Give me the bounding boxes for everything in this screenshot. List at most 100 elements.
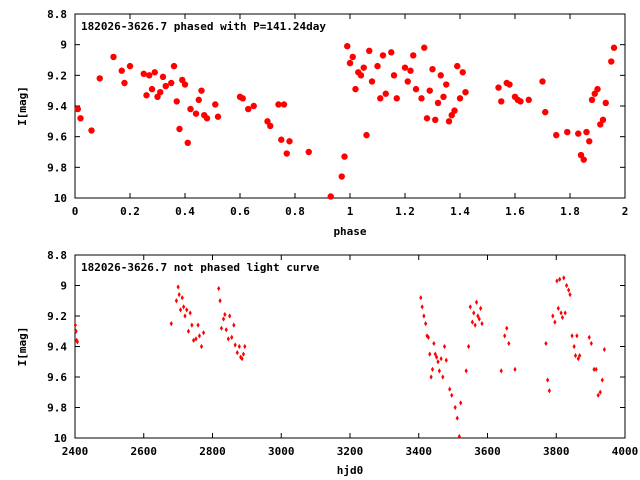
x-tick-label: 0.6	[230, 205, 250, 218]
data-point	[393, 95, 400, 102]
data-point	[77, 115, 84, 122]
data-point	[577, 151, 585, 159]
x-tick-label: 2400	[62, 445, 89, 458]
data-point	[437, 368, 441, 374]
data-point	[177, 292, 181, 298]
data-point	[448, 386, 452, 392]
data-point	[477, 316, 481, 322]
data-point	[377, 95, 384, 102]
data-point	[176, 284, 180, 290]
data-point	[278, 136, 285, 143]
chart-panel-1: 8.8 9 9.2 9.4 9.6 9.8 10 0 0.2 0.4 0.6 0.8 1 1.2 1.4 1.…	[16, 8, 628, 238]
y-tick-label: 8.8	[47, 249, 67, 262]
x-tick-label: 1.2	[395, 205, 415, 218]
data-point	[436, 359, 440, 365]
data-point	[587, 334, 591, 340]
data-point	[240, 356, 244, 362]
data-point	[419, 295, 423, 301]
data-series	[73, 275, 606, 440]
data-point	[214, 113, 222, 120]
data-point	[195, 96, 202, 104]
y-tick-label: 9.4	[47, 341, 67, 354]
data-point	[610, 44, 618, 51]
data-point	[182, 304, 186, 310]
data-point	[457, 433, 461, 440]
data-point	[327, 193, 334, 200]
data-point	[250, 102, 257, 110]
plot-frame	[74, 13, 626, 199]
y-tick-label: 10	[54, 192, 67, 205]
data-point	[219, 325, 224, 331]
data-point	[196, 322, 200, 328]
data-point	[429, 374, 433, 380]
data-point	[575, 130, 582, 137]
data-point	[468, 304, 472, 310]
data-point	[228, 313, 232, 319]
data-point	[555, 278, 559, 284]
y-tick-label: 9.8	[47, 161, 67, 174]
data-point	[426, 87, 433, 94]
data-point	[421, 44, 428, 51]
data-point	[357, 72, 365, 79]
data-point	[360, 64, 367, 71]
data-point	[192, 110, 200, 117]
data-point	[382, 90, 389, 97]
data-point	[73, 322, 77, 328]
data-point	[346, 59, 354, 67]
data-point	[439, 356, 443, 362]
data-point	[506, 81, 513, 88]
data-point	[602, 346, 606, 353]
x-tick-label: 3000	[268, 445, 295, 458]
data-point	[286, 138, 293, 145]
y-tick-label: 9.2	[47, 69, 67, 82]
x-tick-label: 3200	[337, 445, 364, 458]
data-point	[594, 366, 598, 372]
x-axis-label: phase	[333, 225, 366, 238]
y-tick-label: 10	[54, 432, 67, 445]
data-point	[173, 98, 180, 105]
data-point	[570, 333, 574, 339]
data-point	[198, 87, 205, 94]
data-point	[445, 118, 453, 125]
data-point	[562, 275, 566, 281]
data-point	[243, 343, 247, 350]
data-point	[466, 343, 471, 350]
data-point	[401, 64, 409, 71]
data-point	[453, 404, 457, 411]
data-point	[151, 69, 158, 76]
data-point	[596, 392, 600, 398]
data-point	[564, 128, 571, 136]
data-point	[440, 93, 447, 101]
data-point	[197, 333, 202, 339]
data-point	[563, 310, 567, 316]
data-point	[275, 101, 282, 108]
data-point	[498, 98, 505, 105]
data-point	[435, 354, 439, 360]
x-tick-label: 3400	[406, 445, 433, 458]
data-point	[499, 368, 503, 374]
data-point	[558, 276, 562, 282]
data-point	[184, 139, 191, 146]
data-point	[179, 76, 186, 84]
data-point	[423, 115, 431, 122]
data-point	[598, 389, 602, 395]
data-point	[503, 333, 507, 339]
data-point	[176, 125, 183, 133]
data-point	[505, 325, 509, 331]
data-point	[594, 85, 601, 93]
data-point	[233, 342, 237, 348]
data-point	[586, 138, 593, 145]
data-point	[553, 319, 557, 325]
data-point	[168, 79, 175, 87]
data-point	[110, 53, 117, 61]
data-point	[199, 343, 204, 350]
data-point	[121, 79, 128, 87]
data-point	[547, 388, 551, 394]
x-tick-label: 4000	[612, 445, 639, 458]
y-tick-label: 9	[60, 39, 67, 52]
x-tick-label: 1	[347, 205, 354, 218]
x-tick-label: 0.2	[120, 205, 140, 218]
data-point	[456, 95, 464, 102]
data-point	[223, 311, 227, 318]
